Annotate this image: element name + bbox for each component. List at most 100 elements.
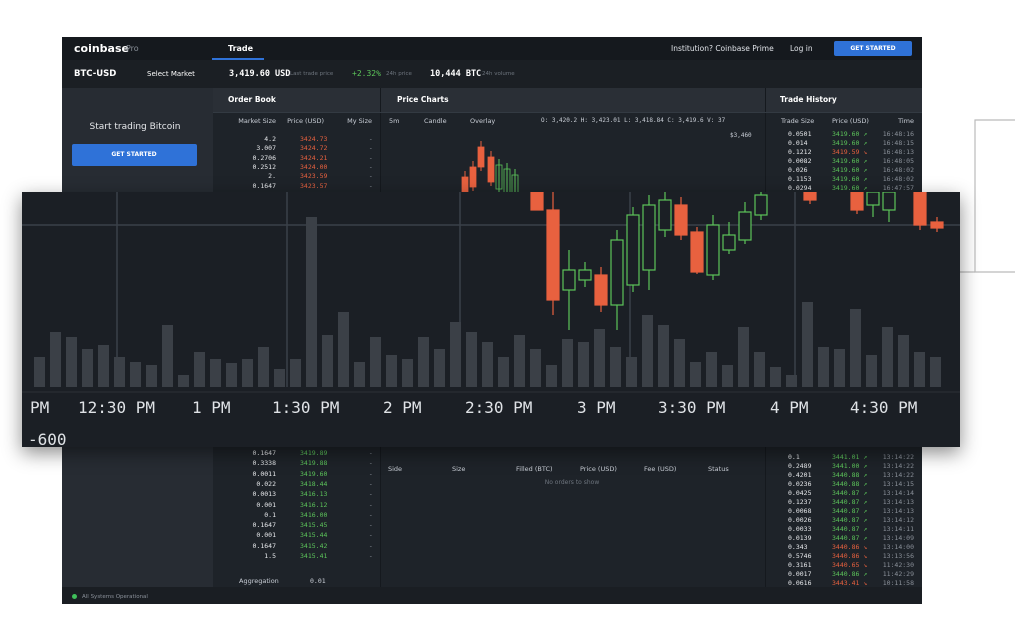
volume-bar (898, 335, 909, 387)
aggregation-label: Aggregation (239, 577, 279, 585)
price: 3416.13 (300, 490, 328, 499)
trade-time: 13:14:13 (882, 498, 914, 506)
size: 0.2706 (252, 153, 276, 162)
trade-price: 3440.87 ↗ (832, 489, 868, 497)
volume-bar (914, 352, 925, 387)
trade-time: 13:14:00 (882, 543, 914, 551)
volume-bar (514, 335, 525, 387)
trade-size: 0.4201 (788, 471, 812, 479)
trade-size: 0.343 (788, 543, 808, 551)
trade-size: 0.0236 (788, 480, 812, 488)
candle-body (477, 146, 485, 168)
login: Log in (790, 44, 813, 53)
my-size: - (369, 490, 372, 499)
candle-body (658, 199, 672, 231)
time-label: 4 PM (770, 398, 809, 417)
size: 0.022 (256, 479, 276, 488)
volume-axis-label: -600 (28, 430, 67, 448)
trade-time: 11:42:29 (882, 570, 914, 578)
volume-bar (482, 342, 493, 387)
trade-time: 16:48:15 (882, 139, 914, 147)
footer (62, 587, 922, 604)
panel-title: Price Charts (397, 95, 449, 104)
empty-state: No orders to show (544, 479, 600, 486)
last-price: 3,419.60 USD (229, 69, 291, 79)
volume-bar (674, 339, 685, 387)
candle-body (803, 192, 817, 201)
trade-size: 0.0139 (788, 534, 812, 542)
trade-size: 0.014 (788, 139, 808, 147)
trade-time: 13:14:13 (882, 507, 914, 515)
volume-bar (802, 302, 813, 387)
panel-title: Trade History (780, 95, 837, 104)
price: 3423.57 (300, 181, 328, 190)
trade-price: 3440.87 ↗ (832, 498, 868, 506)
size: 0.2512 (252, 162, 276, 171)
trade-size: 0.0017 (788, 570, 812, 578)
price: 3424.73 (300, 135, 328, 143)
volume-bar (322, 335, 333, 387)
trade-price: 3440.86 ↘ (832, 552, 868, 560)
trade-time: 13:14:22 (882, 462, 914, 470)
trade-time: 11:42:30 (882, 561, 914, 569)
volume-bar (866, 355, 877, 387)
trade-price: 3419.60 ↗ (832, 139, 868, 147)
volume-bar (130, 362, 141, 387)
candle-body (930, 221, 944, 229)
candle-body (495, 164, 503, 190)
price: 3424.21 (300, 153, 328, 162)
last-price-label: Last trade price (290, 71, 334, 77)
candle-body (546, 209, 560, 301)
my-size: - (369, 541, 372, 550)
my-size: - (369, 162, 372, 171)
sidebar-cta[interactable] (72, 144, 197, 166)
candle-body (850, 192, 864, 211)
trade-price: 3440.65 ↘ (832, 561, 868, 569)
trade-size: 0.1 (788, 453, 800, 461)
trade-price: 3419.60 ↗ (832, 166, 868, 174)
my-size: - (369, 135, 372, 143)
price: 3416.12 (300, 500, 328, 509)
column-header: Price (USD) (580, 465, 617, 473)
header-cta[interactable] (834, 41, 912, 56)
zoomed-chart: PM 12:30 PM 1 PM 1:30 PM 2 PM 2:30 PM 3 PM 3:30… (22, 192, 960, 447)
top-bar (62, 37, 922, 60)
volume: 10,444 BTC (430, 69, 482, 79)
size: 1.5 (264, 552, 276, 560)
time-label: 1 PM (192, 398, 231, 417)
trade-price: 3419.60 ↗ (832, 157, 868, 165)
select-market: Select Market (147, 70, 195, 78)
candle-body (511, 174, 519, 197)
size: 3.007 (256, 144, 276, 153)
candle-body (738, 211, 752, 241)
price: 3424.00 (300, 162, 328, 171)
volume-bar (578, 342, 589, 387)
trade-time: 10:11:58 (882, 579, 914, 587)
trade-price: 3443.41 ↘ (832, 579, 868, 587)
volume-bar (450, 322, 461, 387)
trade-size: 0.2489 (788, 462, 812, 470)
candle-body (578, 269, 592, 281)
chart-control: Overlay (470, 117, 496, 125)
trade-size: 0.0068 (788, 507, 812, 515)
trade-size: 0.0033 (788, 525, 812, 533)
status-dot (72, 594, 77, 599)
volume-bar (34, 357, 45, 387)
status-text: All Systems Operational (82, 594, 148, 600)
trade-size: 0.026 (788, 166, 808, 174)
column-header: Price (USD) (832, 117, 869, 125)
volume-bar (690, 362, 701, 387)
trade-size: 0.1212 (788, 148, 812, 156)
volume-bar (114, 357, 125, 387)
candle-body (610, 239, 624, 306)
volume-bar (162, 325, 173, 387)
bracket (960, 119, 1015, 273)
volume-bar (194, 352, 205, 387)
sidebar-title: Start trading Bitcoin (89, 122, 181, 132)
volume-bar (418, 337, 429, 387)
volume-bar (50, 332, 61, 387)
trade-price: 3441.00 ↗ (832, 462, 868, 470)
trade-time: 16:48:02 (882, 175, 914, 183)
volume-bar (386, 355, 397, 387)
